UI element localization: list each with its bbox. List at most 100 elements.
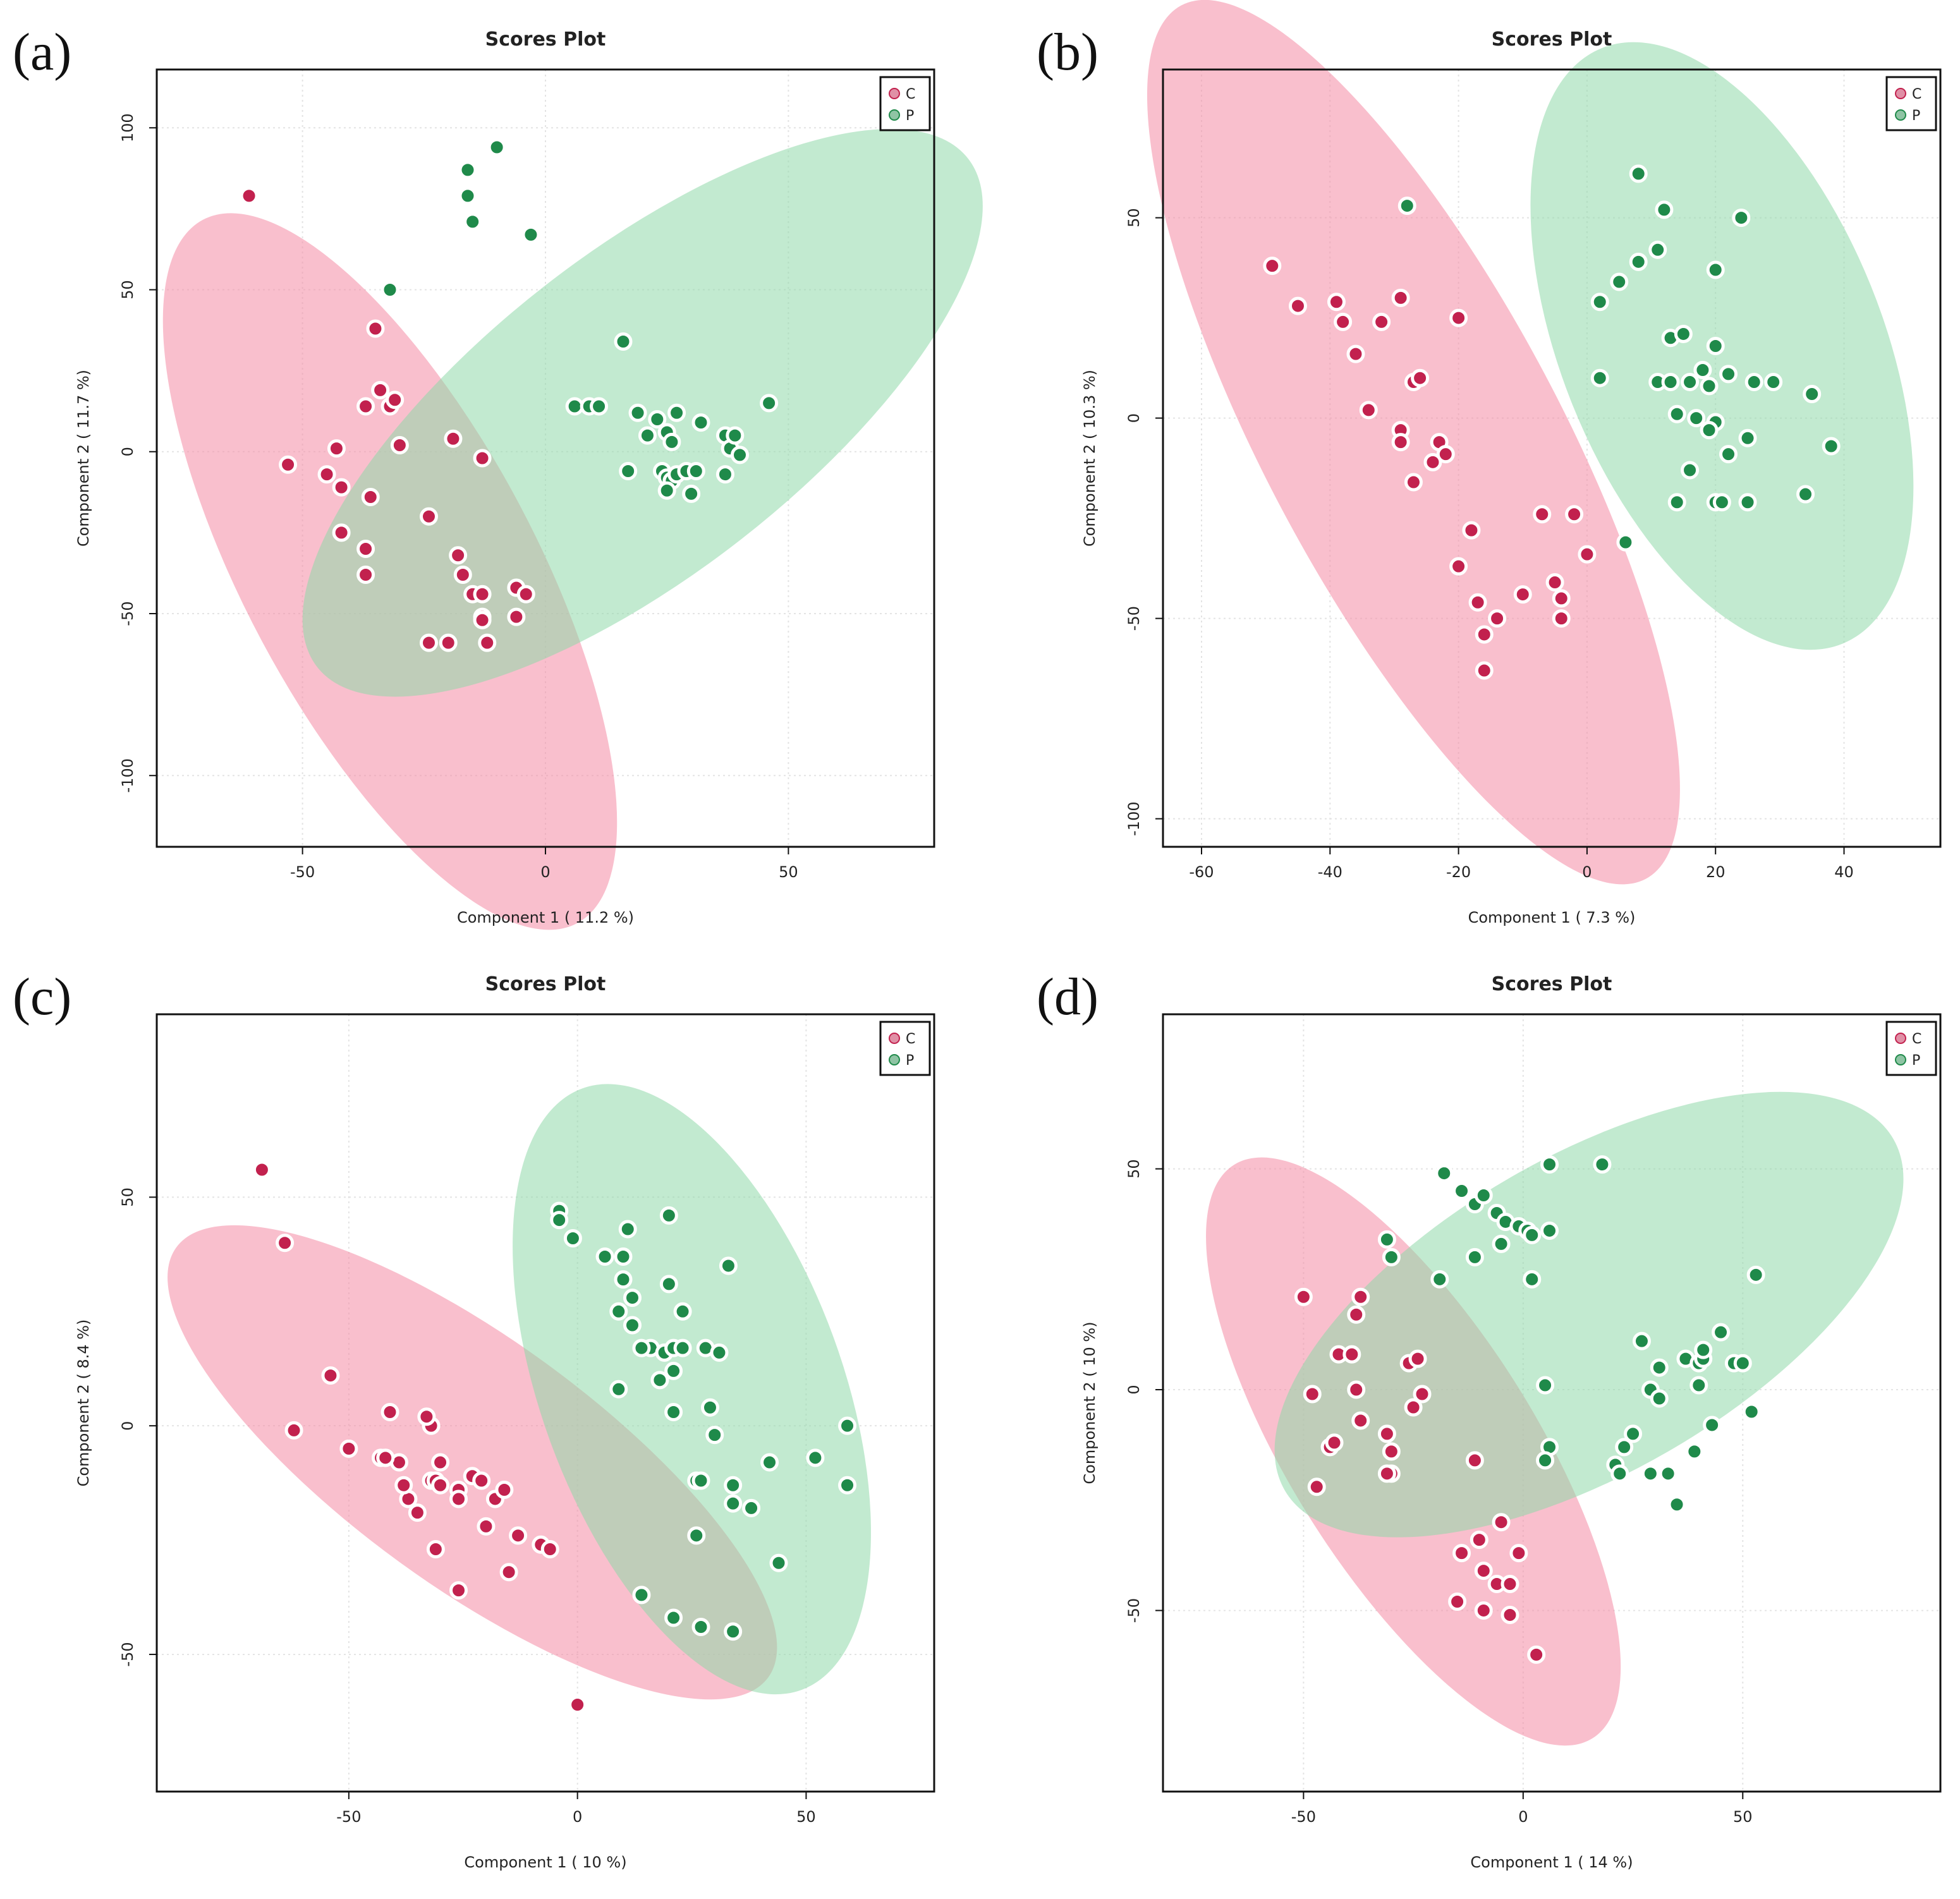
data-point-C xyxy=(472,1471,491,1490)
data-point-P xyxy=(682,484,701,503)
data-point-P xyxy=(1700,421,1719,440)
data-point-P xyxy=(1719,365,1738,384)
data-point-P xyxy=(1452,1182,1471,1201)
data-point-P xyxy=(673,1302,692,1321)
data-point-P xyxy=(667,403,686,422)
data-point-C xyxy=(1294,1287,1313,1306)
data-point-C xyxy=(1372,312,1391,331)
data-point-C xyxy=(1474,1562,1493,1580)
data-point-P xyxy=(463,212,482,231)
data-point-C xyxy=(1500,1575,1519,1594)
data-point-C xyxy=(1500,1605,1519,1624)
data-point-C xyxy=(431,1453,450,1472)
data-point-P xyxy=(563,1229,582,1248)
y-tick-label: 100 xyxy=(119,113,137,142)
legend-label-P: P xyxy=(906,108,914,124)
legend-label-C: C xyxy=(906,1031,915,1047)
data-point-P xyxy=(1590,368,1609,387)
data-point-P xyxy=(614,1270,633,1289)
data-point-P xyxy=(614,1247,633,1266)
data-point-P xyxy=(1681,461,1700,480)
data-point-P xyxy=(648,410,667,428)
chart-title: Scores Plot xyxy=(485,28,606,51)
data-point-P xyxy=(1738,493,1757,512)
y-tick-label: -100 xyxy=(119,758,137,792)
data-point-C xyxy=(1263,257,1282,276)
data-point-C xyxy=(1452,1544,1471,1563)
data-point-P xyxy=(705,1426,724,1445)
data-point-C xyxy=(1527,1645,1546,1664)
legend-box xyxy=(879,1021,931,1076)
data-point-P xyxy=(659,1206,678,1225)
data-point-C xyxy=(1545,573,1564,592)
chart-title: Scores Plot xyxy=(485,973,606,995)
data-point-C xyxy=(516,585,535,604)
data-point-C xyxy=(1475,661,1494,680)
data-point-P xyxy=(1803,385,1822,404)
data-point-C xyxy=(240,186,259,205)
y-tick-label: 50 xyxy=(1125,208,1143,228)
data-point-C xyxy=(1470,1531,1488,1550)
data-point-C xyxy=(1578,545,1597,564)
y-tick-label: 0 xyxy=(1125,413,1143,423)
confidence-ellipse-C xyxy=(1147,0,1680,885)
data-point-P xyxy=(760,394,779,413)
data-point-P xyxy=(1719,445,1738,464)
confidence-ellipse-P xyxy=(1274,1091,1904,1538)
data-point-C xyxy=(1325,1433,1344,1452)
data-point-C xyxy=(1411,368,1430,387)
plot-frame xyxy=(1162,68,1942,848)
data-point-C xyxy=(439,633,458,652)
data-point-P xyxy=(1624,1424,1643,1443)
y-axis-label: Component 2 ( 10 %) xyxy=(1081,1321,1099,1484)
x-tick-label: -50 xyxy=(1291,1808,1316,1826)
data-point-C xyxy=(431,1476,450,1495)
data-point-P xyxy=(1523,1270,1542,1289)
panel-label: (a) xyxy=(13,23,71,82)
data-point-P xyxy=(726,426,745,445)
data-point-C xyxy=(339,1439,358,1458)
data-point-P xyxy=(838,1476,857,1495)
data-point-P xyxy=(1733,1354,1752,1373)
data-point-P xyxy=(1593,1155,1612,1174)
x-tick-label: 50 xyxy=(779,863,798,881)
data-point-P xyxy=(1667,404,1686,423)
y-tick-label: 0 xyxy=(119,447,137,456)
data-point-C xyxy=(1391,288,1410,307)
data-point-C xyxy=(1436,445,1455,464)
legend: CP xyxy=(1885,76,1937,131)
plot-frame xyxy=(1162,1013,1942,1793)
data-point-P xyxy=(650,1371,669,1390)
data-point-P xyxy=(1474,1186,1493,1205)
y-tick-label: 0 xyxy=(1125,1385,1143,1394)
data-point-C xyxy=(426,1540,445,1559)
data-point-P xyxy=(638,426,657,445)
y-axis-label: Component 2 ( 10.3 %) xyxy=(1081,370,1099,547)
data-point-P xyxy=(686,462,705,480)
panel-label: (d) xyxy=(1037,968,1099,1026)
data-point-P xyxy=(710,1343,729,1362)
x-tick-label: -60 xyxy=(1189,863,1214,881)
data-point-P xyxy=(724,1476,743,1495)
data-point-P xyxy=(623,1289,642,1307)
data-point-P xyxy=(1746,1265,1765,1284)
data-point-P xyxy=(1674,324,1693,343)
data-point-P xyxy=(1397,197,1416,215)
data-point-C xyxy=(477,1517,496,1536)
legend: CP xyxy=(879,76,931,131)
data-point-C xyxy=(317,465,336,484)
panel-c: (c) Scores Plot -50 0 50 -50 0 50 Component 1 ( … xyxy=(13,968,935,1871)
data-point-P xyxy=(1700,377,1719,396)
data-point-P xyxy=(1689,1376,1708,1395)
legend: CP xyxy=(1885,1021,1937,1076)
data-point-C xyxy=(568,1696,587,1714)
data-point-P xyxy=(1648,240,1667,259)
data-point-C xyxy=(376,1448,395,1467)
legend-label-C: C xyxy=(906,87,915,102)
data-point-P xyxy=(609,1302,628,1321)
data-point-C xyxy=(509,1526,528,1545)
data-point-P xyxy=(614,332,633,351)
legend-box xyxy=(879,76,931,131)
panel-b: (b) Scores Plot -60 -40 -20 0 20 40 -100 -50 0 50 Co… xyxy=(1037,0,1942,926)
data-point-C xyxy=(1307,1477,1326,1496)
